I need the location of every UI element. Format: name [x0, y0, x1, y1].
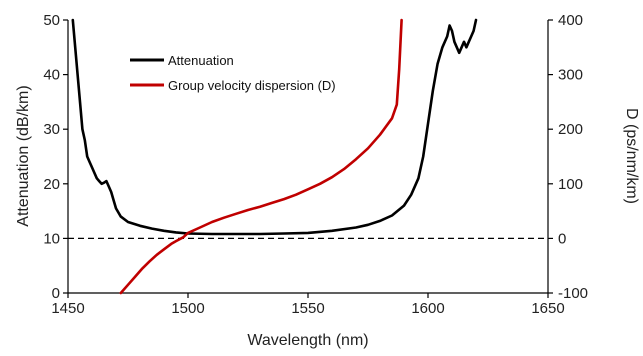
legend: Attenuation Group velocity dispersion (D… [130, 53, 336, 93]
x-tick-label: 1650 [531, 300, 564, 317]
plot-area: 1450 1500 1550 1600 1650 0 10 20 30 40 50 -100 0 10… [43, 12, 588, 317]
x-ticks: 1450 1500 1550 1600 1650 [51, 293, 565, 317]
y-right-tick-label: 300 [558, 67, 583, 84]
x-axis-title: Wavelength (nm) [247, 332, 368, 349]
x-tick-label: 1550 [291, 300, 324, 317]
series-line-attenuation [71, 18, 478, 236]
legend-label-dispersion: Group velocity dispersion (D) [168, 78, 336, 93]
y-left-tick-label: 50 [43, 12, 60, 29]
y-axis-left-title: Attenuation (dB/km) [15, 85, 32, 226]
x-tick-label: 1450 [51, 300, 84, 317]
y-left-ticks: 0 10 20 30 40 50 [43, 12, 68, 302]
y-right-tick-label: -100 [558, 285, 588, 302]
y-left-tick-label: 40 [43, 67, 60, 84]
y-right-tick-label: 400 [558, 12, 583, 29]
series-line-dispersion [119, 18, 403, 295]
x-tick-label: 1500 [171, 300, 204, 317]
y-left-tick-label: 30 [43, 121, 60, 138]
y-right-tick-label: 0 [558, 230, 566, 247]
y-right-ticks: -100 0 100 200 300 400 [548, 12, 588, 302]
x-tick-label: 1600 [411, 300, 444, 317]
y-left-tick-label: 20 [43, 176, 60, 193]
y-axis-right-title: D (ps/nm/km) [623, 108, 640, 204]
y-right-tick-label: 200 [558, 121, 583, 138]
series-group [71, 18, 478, 295]
y-left-tick-label: 10 [43, 230, 60, 247]
y-left-tick-label: 0 [52, 285, 60, 302]
legend-label-attenuation: Attenuation [168, 53, 234, 68]
y-right-tick-label: 100 [558, 176, 583, 193]
